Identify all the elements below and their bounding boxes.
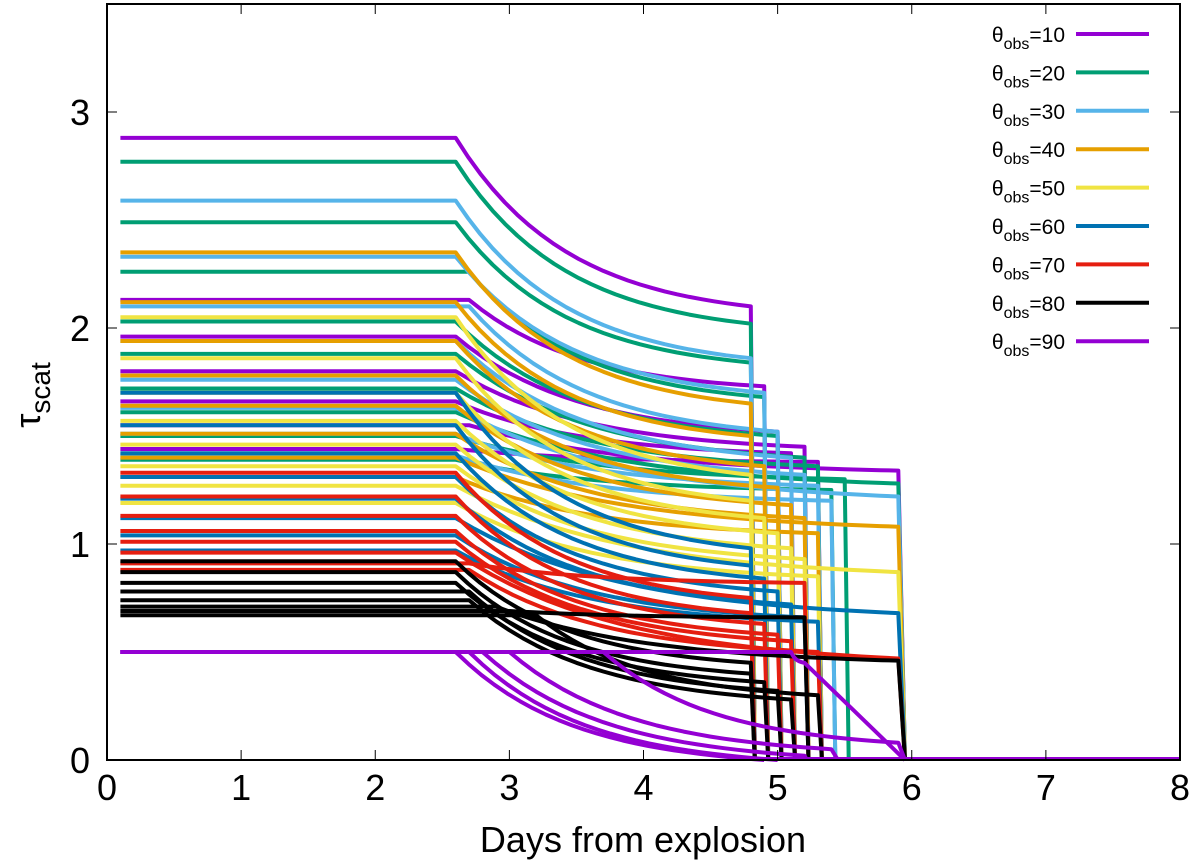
x-axis-title: Days from explosion	[480, 819, 806, 860]
y-tick-label: 3	[70, 92, 90, 133]
svg-text:τscat: τscat	[7, 362, 56, 428]
series-line-theta-50	[120, 418, 784, 761]
svg-text:θobs=60: θobs=60	[992, 216, 1065, 245]
legend-item-theta70: θobs=70	[992, 254, 1149, 283]
svg-text:θobs=70: θobs=70	[992, 254, 1065, 283]
x-tick-label: 0	[97, 767, 117, 808]
series-line-theta-80	[120, 613, 824, 761]
series-line-theta-70	[120, 539, 798, 761]
series-line-theta-30	[120, 304, 784, 761]
y-tick-label: 2	[70, 308, 90, 349]
legend-item-theta60: θobs=60	[992, 216, 1149, 245]
series-line-theta-70	[120, 494, 757, 761]
svg-text:θobs=50: θobs=50	[992, 178, 1065, 207]
series-line-theta-50	[120, 315, 757, 761]
series-line-theta-70	[120, 470, 757, 761]
series-line-theta-90	[120, 650, 907, 761]
svg-text:θobs=20: θobs=20	[992, 62, 1065, 91]
series-line-theta-90	[120, 650, 778, 762]
series-line-theta-40	[120, 373, 784, 761]
series-line-theta-80	[120, 598, 798, 761]
series-line-theta-70	[120, 513, 771, 761]
y-axis-title-sub: scat	[25, 362, 56, 414]
y-tick-label: 0	[70, 740, 90, 781]
legend-item-theta10: θobs=10	[992, 24, 1149, 53]
series-line-theta-90	[120, 650, 765, 762]
legend: θobs=10 θobs=20 θobs=30 θobs=40 θobs=50 θobs=…	[992, 24, 1149, 360]
svg-text:θobs=80: θobs=80	[992, 293, 1065, 322]
svg-text:θobs=30: θobs=30	[992, 101, 1065, 130]
series-line-theta-60	[120, 390, 757, 761]
legend-item-theta90: θobs=90	[992, 331, 1149, 360]
legend-item-theta20: θobs=20	[992, 62, 1149, 91]
x-tick-label: 8	[1170, 767, 1190, 808]
series-line-theta-50	[120, 390, 771, 761]
series-line-theta-40	[120, 300, 757, 761]
y-tick-label: 1	[70, 524, 90, 565]
series-line-theta-70	[120, 567, 824, 761]
x-tick-label: 2	[365, 767, 385, 808]
series-line-theta-60	[120, 533, 811, 761]
series-line-theta-10	[120, 135, 757, 761]
svg-text:θobs=90: θobs=90	[992, 331, 1065, 360]
series-line-theta-80	[120, 609, 811, 761]
series-line-theta-50	[120, 356, 757, 761]
axis-ticks	[106, 4, 1181, 761]
series-line-theta-40	[120, 455, 907, 761]
x-tick-label: 1	[231, 767, 251, 808]
y-axis-title: τscat	[7, 362, 56, 428]
x-tick-label: 3	[499, 767, 519, 808]
series-line-theta-70	[120, 550, 907, 761]
series-line-theta-70	[120, 561, 811, 761]
axis-tick-labels: 0 1 2 3 4 5 6 7 8 0 1 2 3	[70, 92, 1190, 808]
series-line-theta-80	[120, 604, 907, 761]
legend-item-theta80: θobs=80	[992, 293, 1149, 322]
series-line-theta-20	[120, 159, 757, 761]
series-line-theta-80	[120, 559, 757, 761]
series-line-theta-70	[120, 529, 784, 761]
series-line-theta-40	[120, 339, 771, 761]
legend-item-theta30: θobs=30	[992, 101, 1149, 130]
series-line-theta-30	[120, 198, 757, 761]
series-line-theta-60	[120, 451, 771, 761]
series-line-theta-90	[120, 650, 840, 762]
series-curves	[120, 135, 1180, 762]
series-line-theta-20	[120, 220, 757, 761]
series-line-theta-40	[120, 250, 757, 761]
x-tick-label: 6	[902, 767, 922, 808]
series-line-theta-60	[120, 423, 757, 761]
series-line-theta-30	[120, 339, 798, 761]
svg-text:θobs=40: θobs=40	[992, 139, 1065, 168]
series-line-theta-90	[120, 650, 907, 762]
svg-text:θobs=10: θobs=10	[992, 24, 1065, 53]
x-tick-label: 5	[768, 767, 788, 808]
y-axis-title-main: τ	[7, 414, 48, 428]
series-line-theta-10	[120, 369, 811, 761]
legend-item-theta50: θobs=50	[992, 178, 1149, 207]
legend-item-theta40: θobs=40	[992, 139, 1149, 168]
series-line-theta-90	[120, 650, 809, 762]
x-tick-label: 7	[1036, 767, 1056, 808]
x-tick-label: 4	[633, 767, 653, 808]
